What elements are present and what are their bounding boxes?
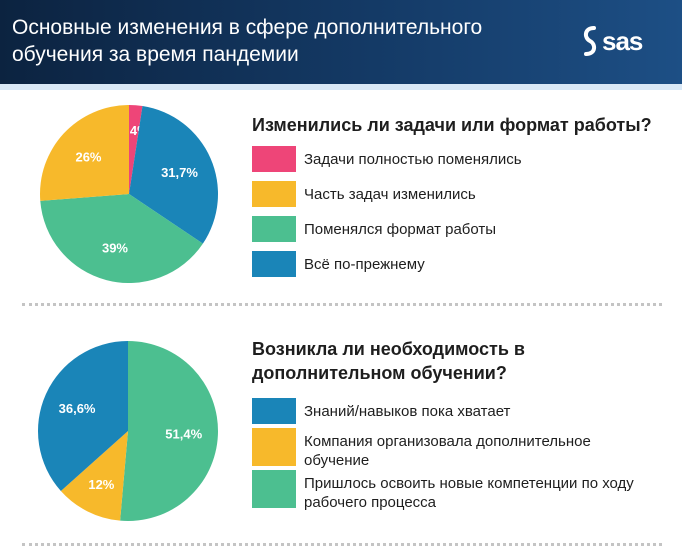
legend-label: Поменялся формат работы <box>304 221 497 238</box>
legend-swatch <box>252 216 296 242</box>
pie-slice <box>60 431 128 521</box>
slice-value-label: 36,6% <box>59 401 96 416</box>
legend-label: Компания организовала дополнительное обу… <box>304 433 591 469</box>
header-divider <box>0 84 682 90</box>
sas-logo: sas <box>580 24 660 58</box>
section-divider <box>22 303 662 306</box>
logo-text: sas <box>602 26 643 56</box>
pie-slice <box>40 194 203 283</box>
pie-slice <box>120 341 218 521</box>
header-banner: Основные изменения в сфере дополнительно… <box>0 0 682 84</box>
legend-swatch <box>252 146 296 172</box>
pie-slice <box>129 106 219 244</box>
slice-value-label: 26% <box>75 150 101 165</box>
legend-label: Задачи полностью поменялись <box>304 151 522 168</box>
legend-swatch <box>252 251 296 277</box>
pie-slice <box>37 341 128 491</box>
legend-swatch <box>252 181 296 207</box>
pie-chart-training-need: 51,4% 12% 36,6% <box>37 341 218 521</box>
slice-value-label: 31,7% <box>161 165 198 180</box>
bottom-divider <box>22 543 662 546</box>
legend-label: Часть задач изменились <box>304 186 476 203</box>
pie-slice <box>39 105 129 201</box>
sas-logo-icon <box>583 26 597 56</box>
pie-slice <box>129 105 143 194</box>
legend-swatch <box>252 428 296 466</box>
legend-swatch <box>252 470 296 508</box>
legend-swatch <box>252 398 296 424</box>
slice-value-label: 12% <box>88 477 114 492</box>
question-training-need: Возникла ли необходимость в дополнительн… <box>252 339 525 383</box>
slice-value-label: 39% <box>102 240 128 255</box>
legend-label: Пришлось освоить новые компетенции по хо… <box>304 475 634 511</box>
page-title: Основные изменения в сфере дополнительно… <box>12 16 483 66</box>
slice-value-label: 51,4% <box>165 426 202 441</box>
legend-label: Знаний/навыков пока хватает <box>304 403 511 420</box>
legend-label: Всё по-прежнему <box>304 256 425 273</box>
question-work-changes: Изменились ли задачи или формат работы? <box>252 115 652 135</box>
pie-chart-work-changes: 2,4%31,7%39%26% <box>39 105 219 283</box>
